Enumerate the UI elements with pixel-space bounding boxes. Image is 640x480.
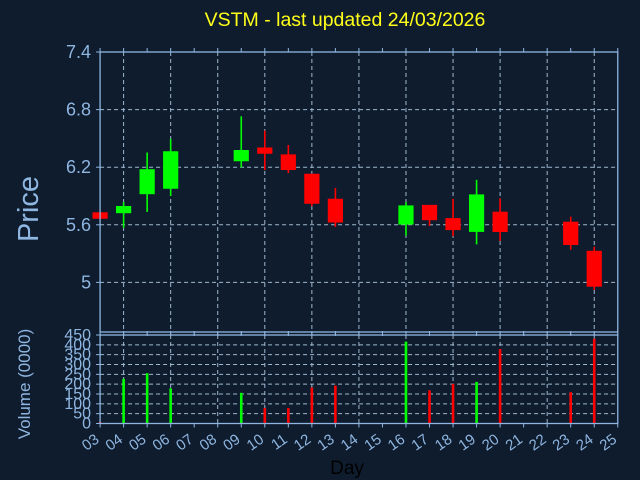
svg-text:VSTM - last updated 24/03/2026: VSTM - last updated 24/03/2026 xyxy=(205,9,486,31)
svg-text:450: 450 xyxy=(64,327,91,344)
svg-text:5: 5 xyxy=(81,272,91,292)
svg-text:6.8: 6.8 xyxy=(66,100,91,120)
svg-text:Price: Price xyxy=(13,176,45,242)
svg-text:6.2: 6.2 xyxy=(66,157,91,177)
svg-text:7.4: 7.4 xyxy=(66,42,91,62)
svg-text:Volume (0000): Volume (0000) xyxy=(15,329,34,440)
svg-text:Day: Day xyxy=(330,458,364,479)
svg-text:5.6: 5.6 xyxy=(66,215,91,235)
